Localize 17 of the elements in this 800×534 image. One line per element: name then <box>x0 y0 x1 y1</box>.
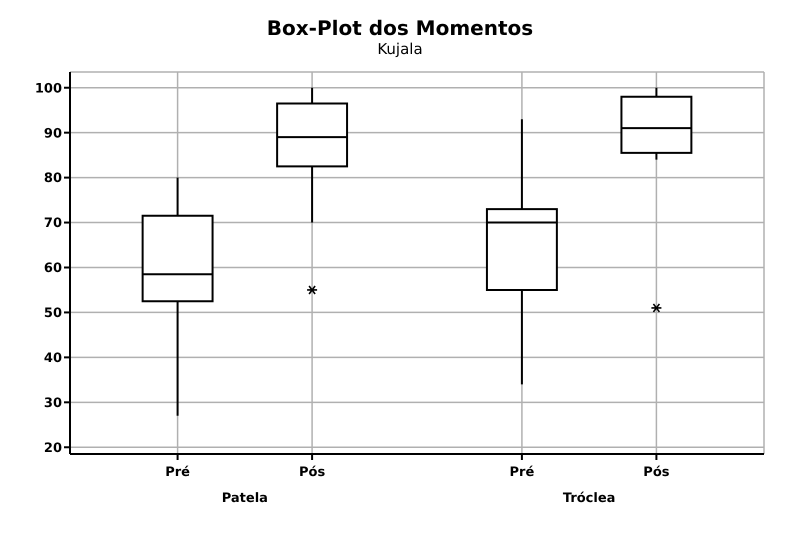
y-tick-label: 80 <box>44 171 62 186</box>
y-tick-label: 40 <box>44 350 62 366</box>
x-tick-label: Pré <box>165 465 190 480</box>
y-tick-label: 20 <box>44 440 62 456</box>
chart-subtitle: Kujala <box>376 40 424 58</box>
y-tick-label: 70 <box>44 216 62 232</box>
y-tick-label: 30 <box>44 396 62 411</box>
y-tick-label: 90 <box>44 126 62 142</box>
chart-title: Box-Plot dos Momentos <box>266 15 534 40</box>
y-tick-label: 50 <box>44 306 62 322</box>
text: Tróclea <box>562 491 616 506</box>
y-tick-label: 60 <box>44 261 62 276</box>
y-tick-label: 100 <box>34 81 62 96</box>
x-tick-label: Pós <box>298 465 326 480</box>
x-tick-label: Pós <box>643 465 670 480</box>
text: Patela <box>222 491 268 506</box>
x-tick-label: Pré <box>510 465 534 480</box>
